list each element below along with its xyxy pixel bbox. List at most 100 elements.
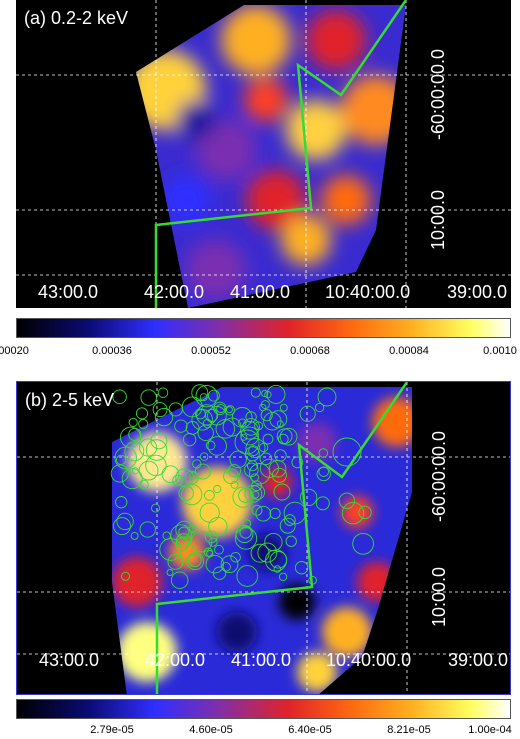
source-circle [352, 532, 374, 555]
source-circle [231, 407, 253, 428]
source-circle [264, 391, 272, 399]
source-circle [138, 418, 149, 430]
dec-label: -60:00:00.0 [429, 430, 449, 522]
panel-b-title: (b) 2-5 keV [25, 390, 115, 410]
colorbar-tick-labels: .00020 0.00036 0.00052 0.00068 0.00084 0… [0, 345, 520, 359]
source-circle [261, 389, 269, 398]
source-circle [262, 433, 274, 445]
source-circle [230, 551, 241, 563]
source-circle [166, 569, 174, 576]
source-circle [191, 384, 209, 402]
source-circle [116, 512, 134, 531]
source-circle [240, 433, 248, 441]
source-circles [110, 384, 374, 589]
source-circle [264, 532, 283, 552]
source-circle [190, 530, 213, 553]
source-circle [150, 432, 168, 450]
source-circle [205, 440, 216, 451]
source-circle [338, 492, 356, 509]
source-circle [284, 514, 296, 526]
ra-label: 43:00.0 [39, 650, 100, 670]
source-circle [121, 468, 143, 490]
source-circle [258, 442, 269, 453]
field-outline [155, 382, 409, 694]
source-circle [139, 438, 158, 457]
colorbar-tick: 4.60e-05 [189, 724, 233, 736]
source-circle [254, 421, 264, 431]
source-circle [285, 535, 297, 547]
colorbar-tick: 1.00e-04 [468, 724, 512, 736]
ra-label: 10:40:00.0 [325, 282, 411, 302]
source-circle [277, 433, 289, 445]
ra-label: 42:00.0 [145, 650, 206, 670]
source-circle [278, 572, 288, 581]
source-circle [235, 525, 254, 543]
source-circle [245, 438, 266, 459]
source-circle [130, 531, 139, 540]
source-circle [128, 417, 138, 427]
source-circle [194, 463, 211, 480]
source-circle [238, 418, 247, 427]
source-circle [157, 387, 169, 398]
source-circle [266, 384, 286, 404]
source-circle [138, 460, 159, 481]
colorbar-tick: 0.0010 [483, 345, 517, 357]
source-circle [208, 516, 228, 537]
source-circle [161, 465, 180, 484]
source-circle [227, 464, 241, 478]
source-circle [223, 468, 239, 485]
ra-label: 41:00.0 [230, 282, 291, 302]
source-circle [181, 483, 203, 506]
ra-label: 41:00.0 [231, 650, 292, 670]
colorbar-tick: 0.00052 [191, 345, 231, 357]
colorbar-tick: 2.79e-05 [90, 724, 134, 736]
source-circle [257, 542, 278, 563]
source-circle [236, 565, 259, 587]
panel-a-title: (a) 0.2-2 keV [24, 8, 129, 28]
source-circle [251, 480, 262, 492]
panel-hard-band: (b) 2-5 keV 43:00.0 42:00.0 41:00.0 10:4… [16, 381, 511, 695]
source-circle [191, 409, 213, 431]
source-circle [168, 402, 183, 417]
source-circle [174, 419, 188, 433]
colorbar-tick: 8.21e-05 [387, 724, 431, 736]
ra-label: 43:00.0 [38, 282, 99, 302]
colorbar-hard-band [16, 699, 511, 719]
source-circle [315, 496, 330, 511]
source-circle [135, 407, 149, 420]
source-circle [358, 505, 372, 520]
source-circle [112, 389, 127, 404]
source-circle [197, 424, 214, 442]
source-circle [207, 436, 227, 456]
source-circle [244, 484, 263, 503]
ra-label: 39:00.0 [447, 282, 508, 302]
source-circle [229, 450, 247, 469]
source-circle [279, 517, 296, 534]
source-circle [159, 538, 183, 561]
source-circle [204, 530, 218, 544]
source-circle [234, 429, 260, 455]
source-circle [182, 432, 197, 447]
source-circle [318, 466, 329, 477]
source-circle [175, 520, 194, 539]
source-circle [238, 488, 253, 503]
colorbar-tick: 6.40e-05 [288, 724, 332, 736]
source-circle [199, 452, 209, 461]
source-circle [214, 544, 224, 555]
source-circle [279, 403, 288, 412]
source-circle [255, 505, 272, 522]
source-circle [247, 460, 258, 472]
source-circle [269, 551, 288, 569]
source-circle [128, 427, 142, 441]
source-circle [269, 507, 281, 519]
source-circle [249, 484, 266, 500]
source-circle [259, 452, 273, 466]
source-circle [175, 468, 194, 487]
source-circle [221, 562, 231, 572]
source-circle [244, 462, 259, 478]
source-circle [121, 571, 130, 581]
source-circle [115, 496, 128, 509]
source-circle [152, 402, 168, 418]
ra-label: 42:00.0 [144, 282, 205, 302]
colorbar-tick: 0.00068 [290, 345, 330, 357]
